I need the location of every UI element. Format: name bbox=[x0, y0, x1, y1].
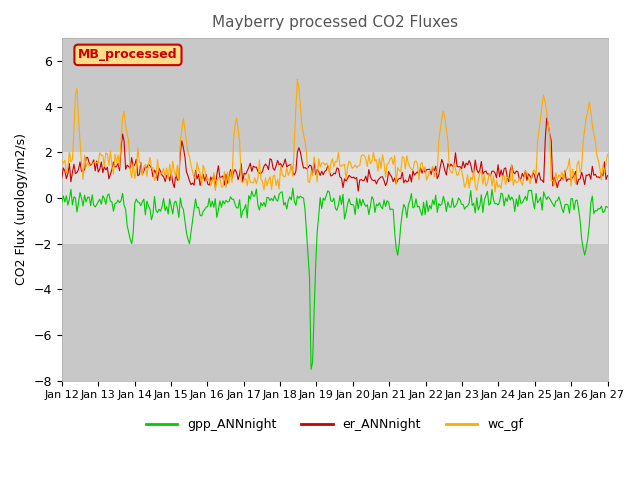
Legend: gpp_ANNnight, er_ANNnight, wc_gf: gpp_ANNnight, er_ANNnight, wc_gf bbox=[141, 413, 529, 436]
Bar bbox=[62, 152, 607, 244]
Title: Mayberry processed CO2 Fluxes: Mayberry processed CO2 Fluxes bbox=[212, 15, 458, 30]
Text: MB_processed: MB_processed bbox=[78, 48, 178, 61]
Y-axis label: CO2 Flux (urology/m2/s): CO2 Flux (urology/m2/s) bbox=[15, 133, 28, 286]
